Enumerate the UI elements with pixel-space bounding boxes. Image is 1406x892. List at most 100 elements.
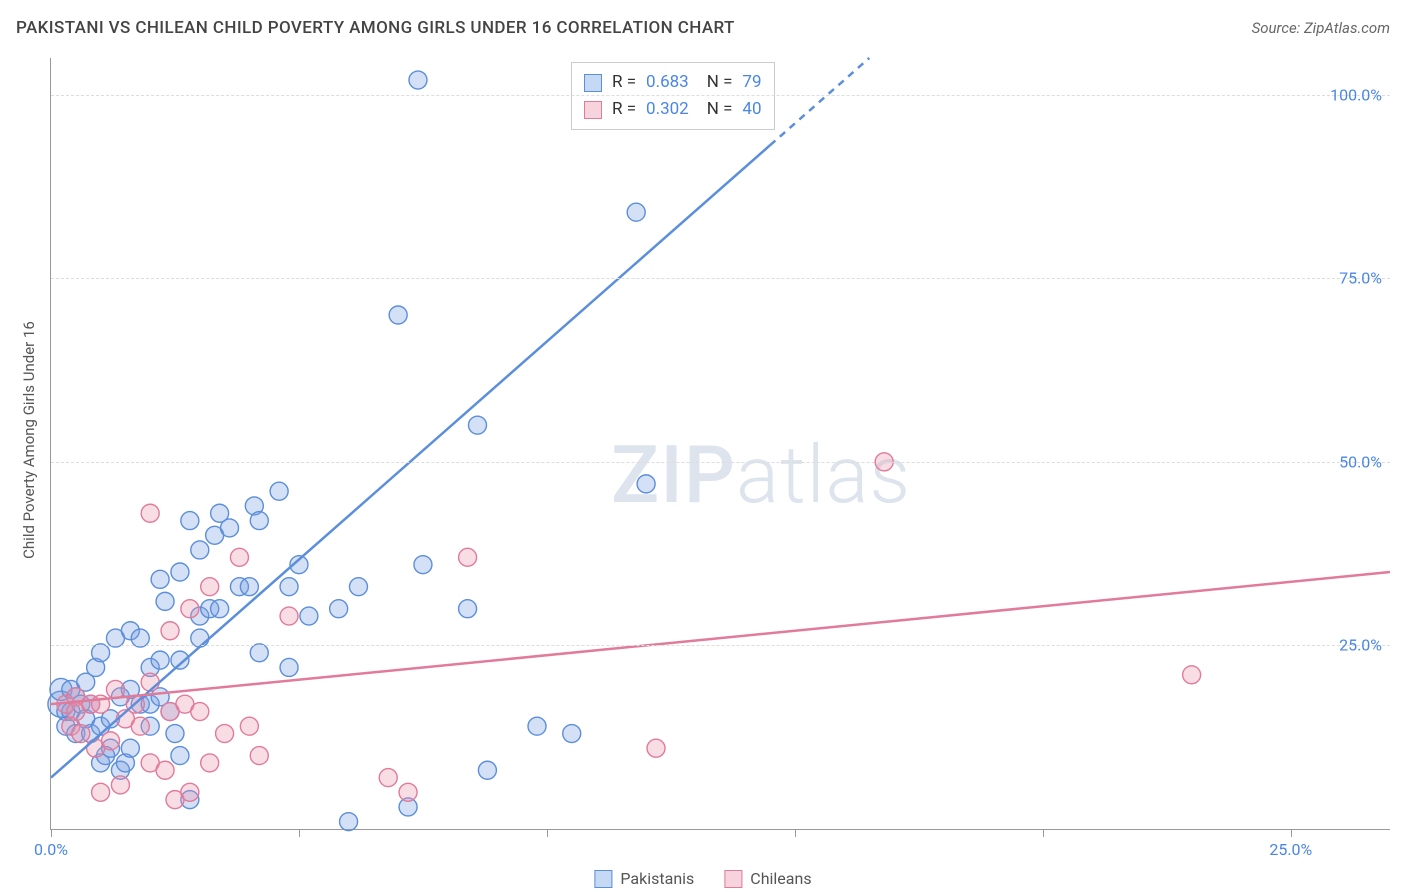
scatter-point xyxy=(414,556,432,574)
y-tick-label: 100.0% xyxy=(1330,85,1382,104)
scatter-point xyxy=(250,747,268,765)
scatter-point xyxy=(191,703,209,721)
y-tick-label: 25.0% xyxy=(1339,636,1382,655)
stats-n-value: 40 xyxy=(742,96,761,123)
legend-item-chileans: Chileans xyxy=(724,869,811,888)
chart-svg xyxy=(51,58,1390,829)
scatter-point xyxy=(230,548,248,566)
scatter-point xyxy=(459,600,477,618)
x-tick xyxy=(51,829,52,837)
legend: Pakistanis Chileans xyxy=(594,869,811,888)
scatter-point xyxy=(181,600,199,618)
x-tick-label: 0.0% xyxy=(34,840,68,859)
scatter-point xyxy=(181,783,199,801)
scatter-point xyxy=(409,71,427,89)
scatter-point xyxy=(92,783,110,801)
stats-r-label: R = xyxy=(612,69,636,96)
chart-title: PAKISTANI VS CHILEAN CHILD POVERTY AMONG… xyxy=(16,18,735,38)
stats-row: R = 0.302 N = 40 xyxy=(584,96,762,123)
scatter-point xyxy=(211,600,229,618)
scatter-point xyxy=(92,644,110,662)
legend-label: Pakistanis xyxy=(620,869,694,888)
scatter-point xyxy=(250,512,268,530)
stats-swatch xyxy=(584,74,602,92)
scatter-point xyxy=(151,570,169,588)
scatter-point xyxy=(102,732,120,750)
scatter-point xyxy=(280,578,298,596)
x-tick xyxy=(547,829,548,837)
scatter-point xyxy=(389,306,407,324)
scatter-point xyxy=(280,607,298,625)
stats-n-label: N = xyxy=(707,96,733,123)
scatter-point xyxy=(1183,666,1201,684)
gridline xyxy=(51,278,1390,279)
legend-label: Chileans xyxy=(750,869,811,888)
y-tick-label: 50.0% xyxy=(1339,452,1382,471)
gridline xyxy=(51,95,1390,96)
stats-row: R = 0.683 N = 79 xyxy=(584,69,762,96)
scatter-point xyxy=(528,717,546,735)
scatter-point xyxy=(161,622,179,640)
source-attribution: Source: ZipAtlas.com xyxy=(1252,19,1390,37)
scatter-point xyxy=(270,482,288,500)
x-tick xyxy=(1291,829,1292,837)
scatter-point xyxy=(106,680,124,698)
scatter-point xyxy=(141,673,159,691)
scatter-point xyxy=(171,563,189,581)
scatter-point xyxy=(468,416,486,434)
scatter-point xyxy=(191,541,209,559)
scatter-point xyxy=(221,519,239,537)
scatter-point xyxy=(201,578,219,596)
scatter-point xyxy=(171,747,189,765)
scatter-point xyxy=(563,725,581,743)
y-tick-label: 75.0% xyxy=(1339,269,1382,288)
scatter-point xyxy=(131,717,149,735)
gridline xyxy=(51,645,1390,646)
legend-swatch xyxy=(594,870,612,888)
scatter-point xyxy=(240,578,258,596)
scatter-point xyxy=(637,475,655,493)
scatter-point xyxy=(340,813,358,831)
scatter-point xyxy=(201,754,219,772)
scatter-point xyxy=(459,548,477,566)
scatter-point xyxy=(156,592,174,610)
scatter-point xyxy=(181,512,199,530)
x-tick-label: 25.0% xyxy=(1269,840,1312,859)
scatter-point xyxy=(647,739,665,757)
scatter-point xyxy=(131,629,149,647)
stats-r-value: 0.683 xyxy=(646,69,689,96)
plot-area: ZIPatlas R = 0.683 N = 79 R = 0.302 N = … xyxy=(50,58,1390,830)
stats-n-value: 79 xyxy=(742,69,761,96)
scatter-point xyxy=(72,725,90,743)
x-tick xyxy=(795,829,796,837)
stats-box: R = 0.683 N = 79 R = 0.302 N = 40 xyxy=(571,62,775,130)
scatter-point xyxy=(216,725,234,743)
scatter-point xyxy=(151,651,169,669)
scatter-point xyxy=(330,600,348,618)
stats-r-value: 0.302 xyxy=(646,96,689,123)
scatter-point xyxy=(627,203,645,221)
scatter-point xyxy=(349,578,367,596)
scatter-point xyxy=(399,783,417,801)
y-axis-label: Child Poverty Among Girls Under 16 xyxy=(20,321,38,559)
scatter-point xyxy=(240,717,258,735)
legend-item-pakistanis: Pakistanis xyxy=(594,869,694,888)
title-bar: PAKISTANI VS CHILEAN CHILD POVERTY AMONG… xyxy=(16,18,1390,38)
scatter-point xyxy=(111,776,129,794)
scatter-point xyxy=(379,769,397,787)
x-tick xyxy=(1043,829,1044,837)
trend-line-dashed xyxy=(770,58,869,145)
scatter-point xyxy=(250,644,268,662)
stats-swatch xyxy=(584,101,602,119)
x-tick xyxy=(299,829,300,837)
gridline xyxy=(51,462,1390,463)
scatter-point xyxy=(141,504,159,522)
stats-r-label: R = xyxy=(612,96,636,123)
scatter-point xyxy=(166,725,184,743)
scatter-point xyxy=(191,629,209,647)
scatter-point xyxy=(121,739,139,757)
scatter-point xyxy=(478,761,496,779)
legend-swatch xyxy=(724,870,742,888)
scatter-point xyxy=(280,658,298,676)
scatter-point xyxy=(156,761,174,779)
